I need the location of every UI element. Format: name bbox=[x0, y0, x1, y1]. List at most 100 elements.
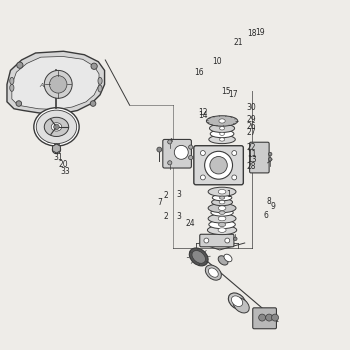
Ellipse shape bbox=[210, 130, 234, 138]
Ellipse shape bbox=[36, 110, 77, 144]
Circle shape bbox=[233, 237, 237, 240]
Ellipse shape bbox=[218, 222, 226, 226]
Text: 33: 33 bbox=[60, 167, 70, 176]
Ellipse shape bbox=[211, 209, 233, 216]
Ellipse shape bbox=[218, 206, 226, 210]
FancyBboxPatch shape bbox=[253, 308, 276, 329]
Ellipse shape bbox=[218, 228, 226, 232]
Text: 18: 18 bbox=[247, 29, 257, 38]
Text: 9: 9 bbox=[270, 202, 275, 211]
Circle shape bbox=[232, 175, 237, 180]
Text: 12: 12 bbox=[198, 108, 208, 117]
Ellipse shape bbox=[218, 189, 226, 194]
Ellipse shape bbox=[209, 268, 218, 277]
Text: 13: 13 bbox=[247, 155, 257, 164]
Ellipse shape bbox=[219, 196, 225, 199]
Text: 10: 10 bbox=[212, 57, 222, 66]
Circle shape bbox=[232, 150, 237, 155]
Ellipse shape bbox=[209, 135, 235, 143]
Ellipse shape bbox=[219, 127, 225, 130]
Circle shape bbox=[174, 145, 188, 159]
Text: 30: 30 bbox=[247, 103, 257, 112]
Circle shape bbox=[268, 152, 272, 156]
Polygon shape bbox=[12, 56, 99, 110]
Polygon shape bbox=[7, 51, 105, 114]
Text: 7: 7 bbox=[157, 198, 162, 208]
Ellipse shape bbox=[218, 216, 226, 221]
Ellipse shape bbox=[51, 123, 62, 131]
Ellipse shape bbox=[212, 195, 232, 201]
Ellipse shape bbox=[224, 254, 232, 262]
Text: 20: 20 bbox=[59, 160, 68, 169]
Text: B: B bbox=[47, 86, 52, 91]
Text: 19: 19 bbox=[256, 28, 265, 36]
Ellipse shape bbox=[210, 124, 235, 132]
Circle shape bbox=[268, 158, 272, 161]
Circle shape bbox=[210, 156, 227, 174]
Circle shape bbox=[272, 314, 279, 321]
Ellipse shape bbox=[206, 116, 238, 126]
Ellipse shape bbox=[218, 256, 228, 265]
Circle shape bbox=[91, 63, 97, 69]
Ellipse shape bbox=[10, 84, 14, 91]
FancyBboxPatch shape bbox=[163, 139, 191, 168]
Ellipse shape bbox=[208, 204, 236, 213]
Ellipse shape bbox=[205, 265, 221, 280]
Ellipse shape bbox=[34, 108, 79, 146]
Circle shape bbox=[225, 238, 230, 243]
Circle shape bbox=[16, 101, 22, 106]
Circle shape bbox=[44, 70, 72, 98]
Circle shape bbox=[52, 145, 61, 154]
Ellipse shape bbox=[219, 138, 225, 141]
Ellipse shape bbox=[233, 298, 249, 313]
Circle shape bbox=[168, 161, 172, 165]
Circle shape bbox=[259, 314, 266, 321]
Text: 1: 1 bbox=[227, 190, 231, 199]
Text: 28: 28 bbox=[247, 162, 257, 171]
Circle shape bbox=[17, 62, 23, 68]
Text: 11: 11 bbox=[247, 149, 257, 159]
Circle shape bbox=[49, 76, 67, 93]
Text: 16: 16 bbox=[195, 68, 204, 77]
FancyBboxPatch shape bbox=[194, 146, 243, 185]
Circle shape bbox=[189, 155, 193, 160]
Ellipse shape bbox=[10, 77, 14, 84]
Text: 6: 6 bbox=[263, 211, 268, 219]
Text: 32: 32 bbox=[47, 136, 56, 145]
Ellipse shape bbox=[208, 187, 236, 196]
Text: 14: 14 bbox=[198, 111, 208, 120]
Text: 27: 27 bbox=[247, 128, 257, 137]
Circle shape bbox=[90, 101, 96, 106]
Text: 15: 15 bbox=[221, 87, 230, 96]
Ellipse shape bbox=[44, 117, 69, 136]
FancyBboxPatch shape bbox=[250, 142, 269, 173]
Ellipse shape bbox=[220, 132, 224, 135]
Circle shape bbox=[168, 140, 172, 144]
FancyBboxPatch shape bbox=[200, 234, 234, 247]
Ellipse shape bbox=[98, 85, 102, 92]
Ellipse shape bbox=[219, 211, 225, 215]
Text: 22: 22 bbox=[247, 142, 257, 152]
Ellipse shape bbox=[208, 225, 237, 234]
Text: A: A bbox=[40, 83, 44, 88]
Ellipse shape bbox=[208, 214, 236, 223]
Text: 24: 24 bbox=[186, 219, 196, 228]
Circle shape bbox=[54, 124, 59, 130]
Ellipse shape bbox=[219, 201, 225, 204]
Circle shape bbox=[266, 314, 273, 321]
Circle shape bbox=[201, 150, 205, 155]
FancyBboxPatch shape bbox=[54, 136, 59, 144]
Ellipse shape bbox=[192, 251, 205, 263]
Ellipse shape bbox=[212, 199, 232, 206]
Text: 3: 3 bbox=[176, 212, 181, 221]
Circle shape bbox=[201, 175, 205, 180]
Ellipse shape bbox=[189, 248, 208, 266]
Text: 31: 31 bbox=[54, 153, 63, 162]
Text: 2: 2 bbox=[164, 191, 169, 201]
Text: 8: 8 bbox=[266, 197, 271, 206]
Text: 21: 21 bbox=[233, 38, 243, 47]
Circle shape bbox=[189, 145, 193, 149]
Ellipse shape bbox=[231, 296, 243, 307]
Text: 26: 26 bbox=[247, 122, 257, 131]
Circle shape bbox=[204, 238, 209, 243]
